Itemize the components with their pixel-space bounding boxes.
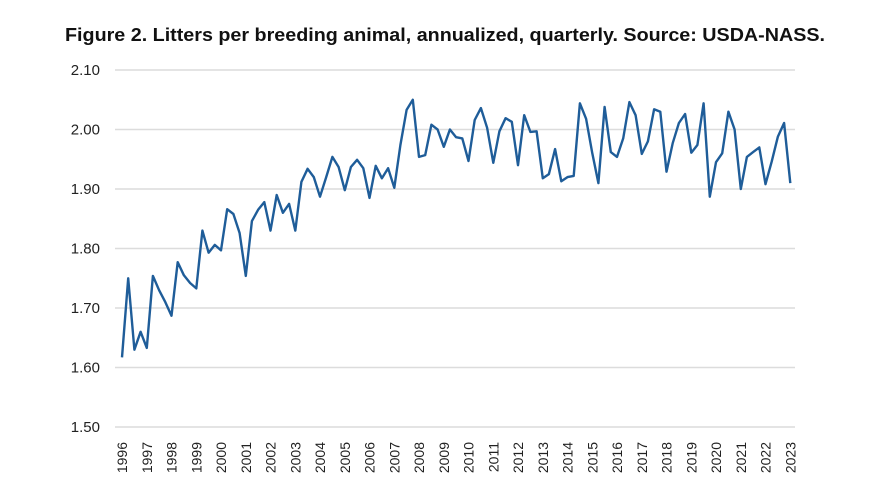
y-tick-label: 2.10 [71,62,100,79]
y-tick-label: 1.50 [71,419,100,436]
x-tick-label: 2004 [312,442,328,473]
series-line [120,98,792,358]
chart-title: Figure 2. Litters per breeding animal, a… [65,25,825,45]
x-tick-label: 2001 [238,442,254,473]
x-tick-label: 1999 [188,442,204,473]
x-tick-label: 2003 [287,442,303,473]
x-tick-label: 2005 [337,442,353,473]
x-tick-label: 2012 [510,442,526,473]
x-tick-label: 2006 [362,442,378,473]
y-tick-label: 2.00 [71,122,100,139]
x-tick-label: 2023 [782,442,798,473]
x-tick-label: 2018 [659,442,675,473]
x-tick-label: 2013 [535,442,551,473]
x-tick-label: 2021 [733,442,749,473]
x-tick-label: 2009 [436,442,452,473]
x-tick-label: 2007 [386,442,402,473]
x-tick-label: 2000 [213,442,229,473]
x-tick-label: 2020 [708,442,724,473]
y-tick-label: 1.90 [71,181,100,198]
x-tick-label: 2017 [634,442,650,473]
x-tick-label: 2019 [683,442,699,473]
x-tick-label: 2016 [609,442,625,473]
x-tick-label: 1997 [139,442,155,473]
x-tick-label: 2011 [485,442,501,472]
x-tick-label: 1996 [114,442,130,473]
x-tick-label: 2015 [584,442,600,473]
x-tick-label: 2022 [758,442,774,473]
y-tick-label: 1.70 [71,300,100,317]
x-tick-label: 2008 [411,442,427,473]
y-tick-label: 1.80 [71,241,100,258]
x-tick-label: 1998 [164,442,180,473]
y-tick-label: 1.60 [71,360,100,377]
x-tick-label: 2014 [560,442,576,473]
x-tick-label: 2010 [461,442,477,473]
x-tick-label: 2002 [263,442,279,473]
